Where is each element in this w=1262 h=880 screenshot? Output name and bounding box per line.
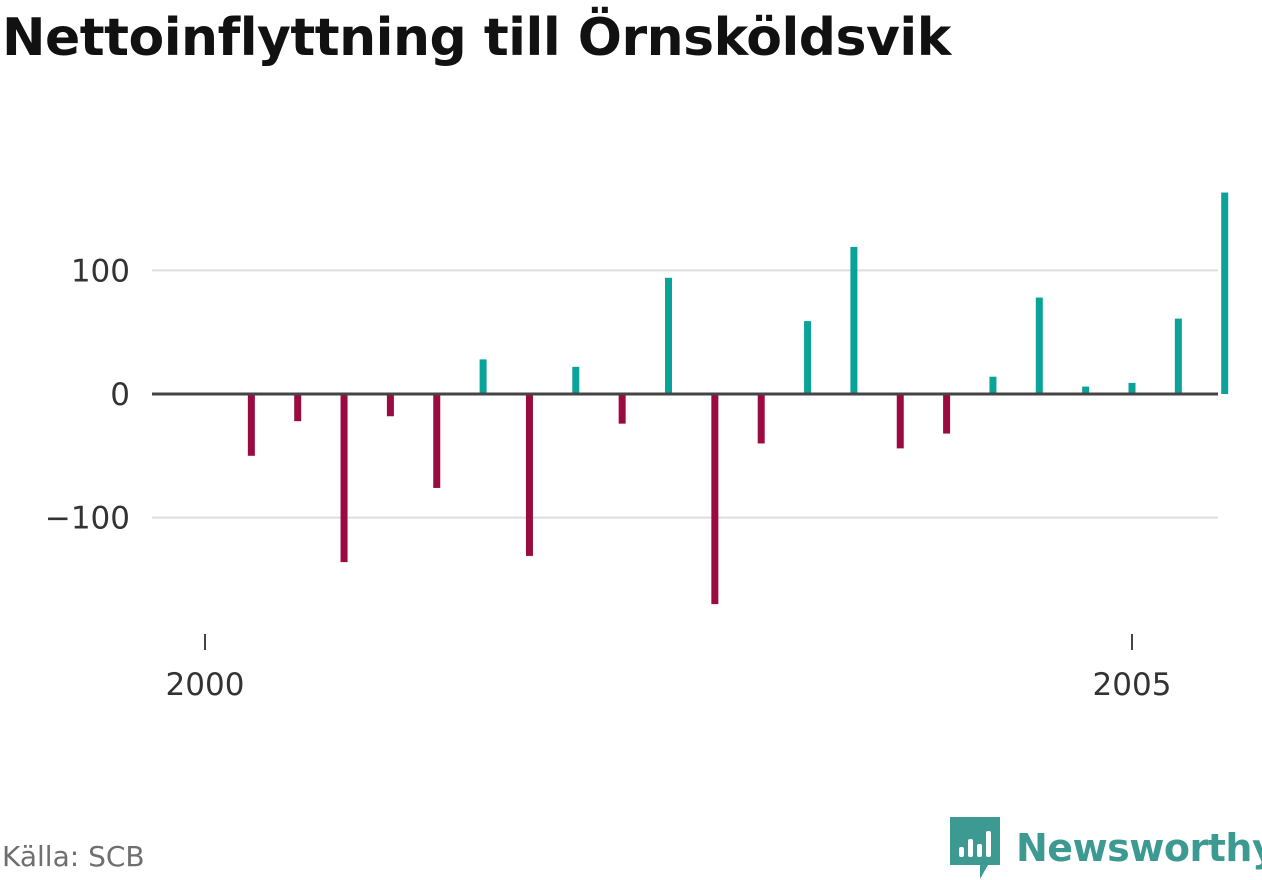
chart-title: Nettoinflyttning till Örnsköldsvik: [2, 8, 951, 68]
bar: [665, 277, 672, 394]
bar: [1035, 297, 1043, 394]
bar: [572, 366, 580, 394]
bar: [386, 394, 394, 417]
bar: [804, 321, 812, 394]
bar: [294, 394, 302, 422]
x-axis: 200020052010201520202025: [166, 634, 1172, 703]
bar: [711, 394, 719, 605]
x-tick-label: 2005: [1093, 667, 1172, 703]
bar: [1174, 318, 1182, 394]
bar: [618, 394, 626, 424]
y-tick-label: 0: [110, 377, 130, 413]
y-tick-label: −100: [45, 501, 130, 537]
gridlines: [152, 269, 1218, 519]
brand-name: Newsworthy: [1016, 826, 1262, 870]
bar: [479, 359, 487, 394]
bar: [896, 394, 904, 449]
newsworthy-logo-icon: [950, 817, 1000, 879]
bars: [247, 192, 1229, 605]
bar: [433, 394, 441, 488]
bar: [989, 376, 997, 394]
y-axis: 100 0 −100: [45, 253, 130, 536]
bar: [247, 394, 255, 456]
bar: [1128, 382, 1136, 394]
bar: [1221, 192, 1229, 394]
bar: [943, 394, 951, 434]
bar: [850, 246, 858, 394]
y-tick-label: 100: [71, 253, 130, 289]
bar: [525, 394, 533, 556]
bar: [757, 394, 765, 444]
x-tick-label: 2000: [166, 667, 245, 703]
brand-logo[interactable]: Newsworthy: [950, 816, 1262, 880]
bar: [340, 394, 348, 563]
source-note: Källa: SCB: [2, 840, 145, 873]
bar: [1082, 386, 1090, 394]
